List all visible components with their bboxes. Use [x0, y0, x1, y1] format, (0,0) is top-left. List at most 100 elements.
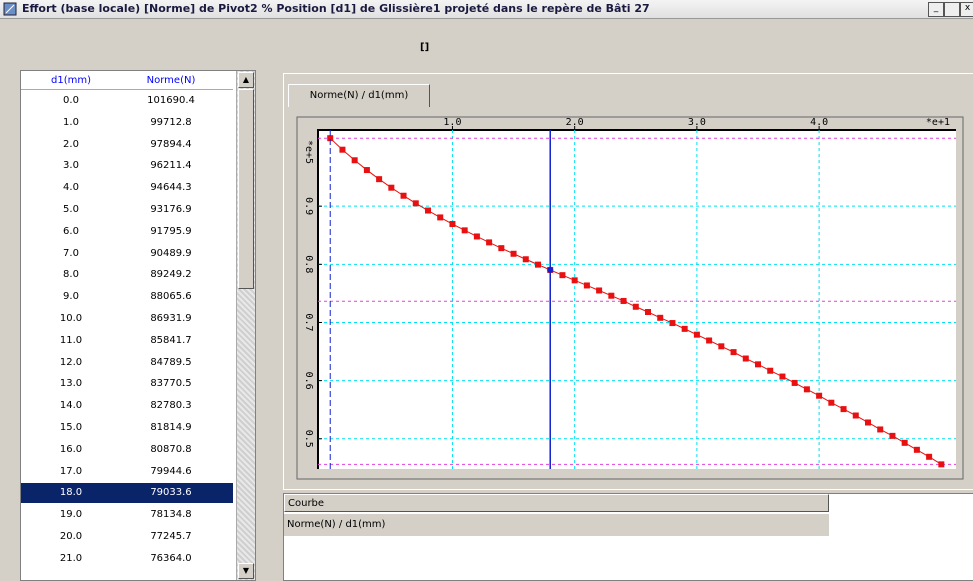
data-point: [461, 227, 468, 234]
table-cell: 11.0: [59, 334, 83, 346]
table-row[interactable]: 5.0 93176.9: [21, 200, 233, 220]
close-button[interactable]: x: [960, 2, 973, 17]
table-cell: 19.0: [59, 509, 83, 521]
table-cell: 7.0: [63, 247, 79, 259]
table-cell: 86931.9: [150, 313, 192, 324]
data-point: [559, 272, 566, 279]
table-cell: 9.0: [63, 291, 79, 303]
table-cell: 10.0: [59, 313, 83, 324]
data-point: [693, 331, 700, 338]
data-point: [535, 261, 541, 268]
table-row[interactable]: 16.0 80870.8: [21, 440, 233, 460]
data-point: [449, 221, 456, 228]
data-point: [779, 373, 786, 380]
table-row[interactable]: 18.0 79033.6: [21, 483, 233, 504]
y-tick-label: 0.7: [303, 313, 314, 331]
table-cell: 2.0: [63, 138, 79, 150]
data-point: [877, 426, 884, 433]
data-point: [486, 239, 493, 246]
table-header: d1(mm) Norme(N): [21, 73, 233, 90]
table-cell: 6.0: [63, 225, 79, 237]
table-row[interactable]: 8.0 89249.2: [21, 265, 233, 285]
minimize-button[interactable]: _: [928, 2, 944, 17]
table-cell: 101690.4: [147, 95, 195, 106]
data-point: [706, 337, 713, 344]
table-cell: 1.0: [63, 116, 79, 128]
legend-header: Courbe: [284, 494, 829, 512]
data-point: [852, 412, 859, 419]
data-point: [767, 367, 774, 374]
table-cell: 97894.4: [150, 138, 192, 150]
table-row[interactable]: 10.0 86931.9: [21, 309, 233, 329]
data-point: [865, 419, 871, 426]
window-title: Effort (base locale) [Norme] de Pivot2 %…: [22, 2, 650, 15]
data-point: [755, 361, 761, 368]
table-cell: 16.0: [59, 443, 83, 455]
table-row[interactable]: 9.0 88065.6: [21, 287, 233, 307]
column-header[interactable]: Norme(N): [146, 75, 196, 86]
data-point: [437, 214, 444, 221]
app-icon: [3, 2, 17, 16]
chart: 1.0 2.0 3.0 4.0 0.5 0.6 0.7 0.8 0.9 *e+1 *e+5: [296, 116, 964, 480]
table-cell: 94644.3: [150, 182, 192, 194]
table-cell: 90489.9: [150, 247, 192, 259]
table-row[interactable]: 20.0 77245.7: [21, 527, 233, 547]
table-cell: 20.0: [59, 531, 83, 542]
table-cell: 83770.5: [150, 378, 192, 390]
scroll-up[interactable]: ▲: [238, 72, 254, 88]
table-row[interactable]: 0.0 101690.4: [21, 91, 233, 111]
table-row[interactable]: 4.0 94644.3: [21, 178, 233, 198]
scroll-thumb[interactable]: [238, 89, 254, 289]
table-row[interactable]: 17.0 79944.6: [21, 462, 233, 482]
scrollbar[interactable]: ▲ ▼: [236, 71, 255, 580]
data-point: [412, 200, 419, 207]
table-row[interactable]: 14.0 82780.3: [21, 396, 233, 416]
table-row[interactable]: 7.0 90489.9: [21, 244, 233, 264]
legend-row[interactable]: Norme(N) / d1(mm): [284, 514, 829, 536]
table-cell: 96211.4: [150, 160, 192, 172]
table-row[interactable]: 13.0 83770.5: [21, 374, 233, 394]
table-row[interactable]: 21.0 76364.0: [21, 549, 233, 569]
table-cell: 85841.7: [150, 334, 192, 346]
data-point: [339, 146, 346, 153]
scroll-down[interactable]: ▼: [238, 563, 254, 579]
chart-panel: [283, 73, 973, 490]
table-cell: 4.0: [63, 182, 79, 194]
table-row[interactable]: 11.0 85841.7: [21, 331, 233, 351]
table-cell: 80870.8: [150, 443, 192, 455]
data-point: [363, 167, 370, 174]
data-point: [327, 135, 334, 142]
y-tick-label: 0.6: [303, 372, 314, 390]
data-point: [425, 207, 431, 214]
table-cell: 77245.7: [150, 531, 192, 542]
maximize-button[interactable]: [944, 2, 960, 17]
table-cell: 5.0: [63, 204, 79, 215]
x-tick-label: 1.0: [443, 117, 461, 128]
x-multiplier: *e+1: [926, 117, 950, 128]
data-point: [522, 256, 529, 263]
data-point: [803, 386, 810, 393]
data-point: [620, 297, 627, 304]
data-point: [583, 282, 590, 289]
title-bar: Effort (base locale) [Norme] de Pivot2 %…: [0, 0, 973, 19]
table-cell: 79033.6: [150, 487, 192, 499]
table-row[interactable]: 15.0 81814.9: [21, 418, 233, 438]
table-row[interactable]: 1.0 99712.8: [21, 113, 233, 133]
table-cell: 79944.6: [150, 465, 192, 477]
data-point: [388, 184, 395, 191]
column-header[interactable]: d1(mm): [51, 75, 91, 86]
table-row[interactable]: 19.0 78134.8: [21, 505, 233, 525]
table-row[interactable]: 3.0 96211.4: [21, 156, 233, 176]
data-point: [608, 292, 615, 299]
table-row[interactable]: 2.0 97894.4: [21, 135, 233, 155]
table-row[interactable]: 12.0 84789.5: [21, 353, 233, 373]
table-cell: 99712.8: [150, 116, 192, 128]
table-cell: 14.0: [59, 400, 83, 412]
chart-tab[interactable]: Norme(N) / d1(mm): [288, 84, 430, 107]
table-cell: 88065.6: [150, 291, 192, 303]
table-cell: 82780.3: [150, 400, 192, 412]
data-point: [645, 309, 651, 316]
table-row[interactable]: 6.0 91795.9: [21, 222, 233, 242]
data-point: [816, 392, 823, 399]
